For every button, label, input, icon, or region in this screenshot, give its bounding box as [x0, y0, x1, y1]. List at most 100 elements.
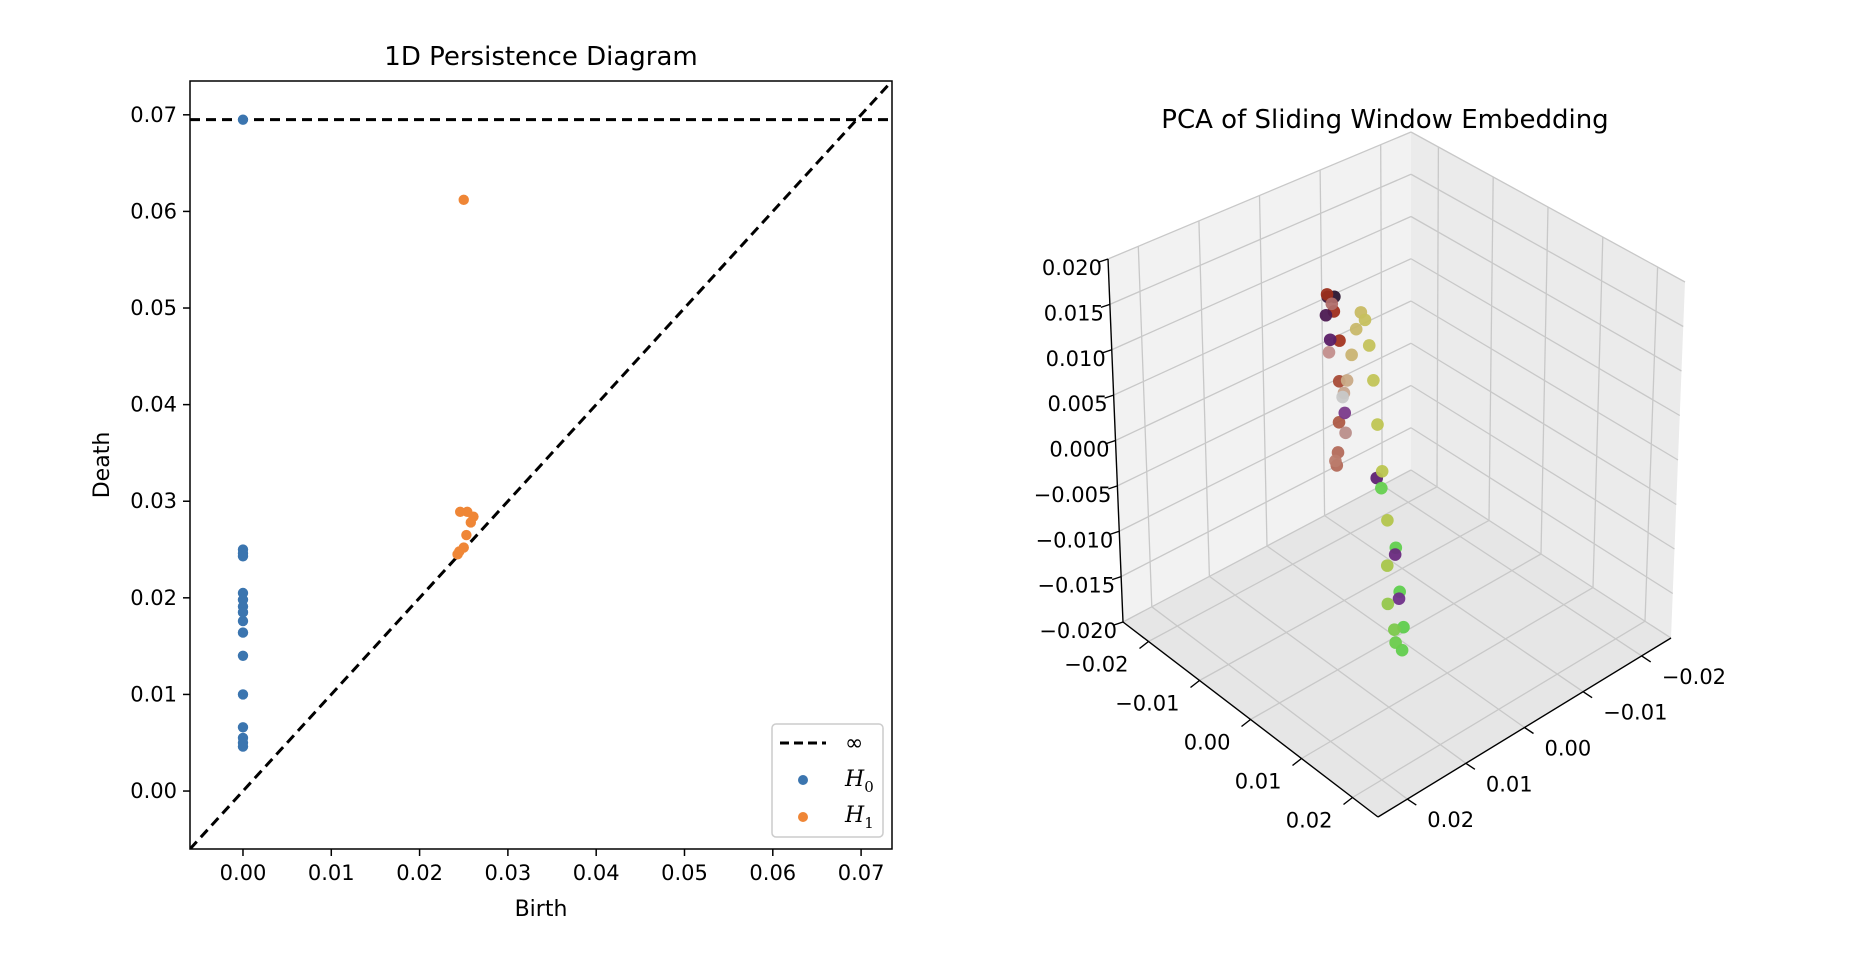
- pca-3d-axes: −0.02−0.010.000.010.02−0.02−0.010.000.01…: [1034, 256, 1726, 833]
- y-tick-label: 0.00: [130, 779, 177, 803]
- x-tick-label: 0.02: [396, 861, 443, 885]
- z-tick: [1106, 439, 1116, 445]
- h0-point: [237, 607, 249, 618]
- persistence-diagram-panel: 1D Persistence Diagram 0.00 0.01 0.02 0.03 0…: [90, 42, 893, 922]
- pca-point: [1349, 322, 1363, 336]
- z-tick: [1108, 485, 1118, 490]
- persistence-diagram-title: 1D Persistence Diagram: [384, 42, 697, 72]
- z-tick-label: −0.020: [1039, 619, 1117, 643]
- grid-line: [1410, 215, 1682, 372]
- legend-h0-swatch: [798, 775, 808, 785]
- pca-point: [1329, 454, 1342, 468]
- h0-point: [237, 627, 249, 638]
- grid-line: [1199, 519, 1490, 682]
- pca-point: [1332, 415, 1346, 429]
- pca-title: PCA of Sliding Window Embedding: [1161, 105, 1608, 135]
- legend: ∞ H0 H1: [771, 723, 884, 838]
- pca-point: [1362, 339, 1376, 352]
- z-tick-label: 0.020: [1042, 256, 1102, 280]
- legend-h1-label: H1: [844, 803, 874, 832]
- y-tick-label: 0.06: [130, 199, 177, 223]
- y-tick-label: 0.02: [1427, 808, 1474, 832]
- x-tick-label: 0.00: [220, 861, 267, 885]
- grid-line: [1410, 342, 1677, 506]
- z-tick: [1110, 530, 1120, 535]
- grid-line: [1109, 173, 1412, 305]
- legend-box: [771, 723, 884, 838]
- diagonal-line: [190, 81, 892, 849]
- z-tick-label: −0.005: [1034, 483, 1112, 507]
- pca-point: [1336, 390, 1349, 404]
- y-tick: [1406, 798, 1417, 806]
- legend-h1-swatch: [798, 812, 808, 822]
- plot-frame: [189, 80, 893, 850]
- persistence-plot-area: [190, 81, 892, 849]
- grid-line: [1148, 486, 1438, 643]
- z-tick: [1111, 575, 1122, 581]
- pca-3d-points: [1319, 288, 1410, 657]
- legend-infinity-label: ∞: [845, 731, 863, 756]
- pca-point: [1319, 308, 1333, 322]
- z-tick-label: 0.010: [1046, 347, 1106, 371]
- x-tick-label: 0.00: [1184, 731, 1231, 755]
- grid-line: [1410, 300, 1679, 461]
- y-tick-label: −0.02: [1662, 665, 1726, 689]
- legend-h0-subscript: 0: [864, 778, 874, 796]
- y-tick-label: 0.01: [1486, 772, 1533, 796]
- z-tick-label: −0.010: [1036, 528, 1114, 552]
- z-tick: [1100, 303, 1111, 309]
- x-tick: [1241, 718, 1251, 728]
- x-tick-label: 0.03: [485, 861, 532, 885]
- pca-point: [1380, 559, 1394, 572]
- grid-line: [1111, 215, 1412, 351]
- z-tick-label: 0.015: [1044, 301, 1104, 325]
- pca-point: [1322, 345, 1336, 359]
- y-tick-label: 0.04: [130, 393, 177, 417]
- y-tick: [1465, 762, 1476, 770]
- pca-point: [1323, 333, 1337, 347]
- grid-line: [1352, 620, 1646, 799]
- grid-line: [1107, 131, 1412, 260]
- grid-line: [1410, 427, 1674, 595]
- pca-3d-gridlines: [1107, 131, 1686, 800]
- pca-point: [1388, 623, 1401, 636]
- legend-h1-subscript: 1: [864, 814, 874, 832]
- h1-point: [465, 517, 476, 528]
- pca-point: [1389, 636, 1402, 649]
- y-tick-label: 0.02: [130, 586, 177, 610]
- z-tick-label: −0.015: [1037, 574, 1115, 598]
- y-tick-label: 0.03: [130, 489, 177, 513]
- pca-3d-panel: PCA of Sliding Window Embedding −0.02 −0.…: [1034, 105, 1726, 833]
- pca-point: [1340, 374, 1354, 387]
- pca-point: [1381, 597, 1395, 611]
- pane-right: [1411, 132, 1685, 638]
- h1-point: [458, 194, 469, 206]
- pca-3d-panes: [1108, 132, 1685, 817]
- pca-point: [1371, 418, 1384, 431]
- x-tick-label: 0.04: [573, 861, 620, 885]
- grid-line: [1122, 469, 1412, 623]
- pca-point: [1345, 348, 1358, 362]
- h0-point: [237, 114, 249, 125]
- x-tick: [1292, 757, 1302, 767]
- y-tick-label: −0.01: [1603, 701, 1667, 725]
- x-tick: [1343, 796, 1353, 806]
- h0-point: [237, 615, 249, 627]
- pca-point: [1325, 297, 1339, 311]
- pca-point: [1358, 313, 1372, 327]
- h0-point: [237, 650, 249, 661]
- x-axis-label: Birth: [515, 897, 568, 922]
- h0-point: [237, 741, 249, 752]
- y-tick-label: 0.01: [130, 682, 177, 706]
- x-tick-label: 0.02: [1286, 809, 1333, 833]
- grid-line: [1301, 587, 1594, 760]
- x-tick-label: 0.01: [308, 861, 355, 885]
- z-tick-label: 0.000: [1049, 438, 1109, 462]
- y-tick: [1641, 655, 1652, 663]
- grid-line: [1113, 258, 1412, 396]
- pca-point: [1320, 288, 1334, 301]
- persistence-points: [237, 114, 479, 752]
- x-tick-label: −0.01: [1115, 692, 1179, 716]
- pca-point: [1375, 465, 1389, 478]
- pca-point: [1339, 426, 1352, 440]
